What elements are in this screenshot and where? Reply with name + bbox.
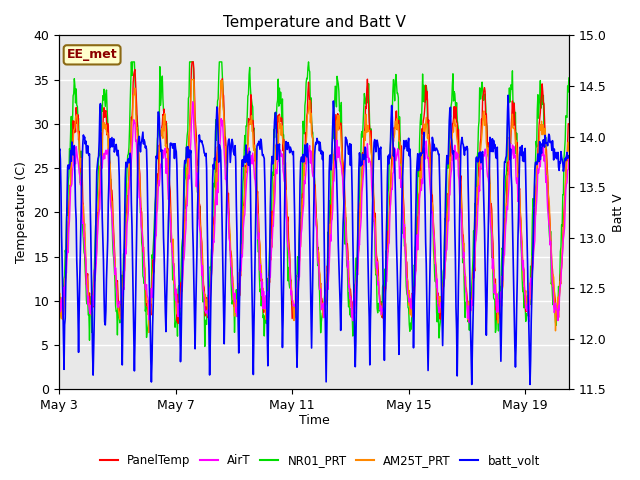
X-axis label: Time: Time <box>299 414 330 427</box>
Y-axis label: Batt V: Batt V <box>612 193 625 232</box>
Legend: PanelTemp, AirT, NR01_PRT, AM25T_PRT, batt_volt: PanelTemp, AirT, NR01_PRT, AM25T_PRT, ba… <box>95 449 545 472</box>
Title: Temperature and Batt V: Temperature and Batt V <box>223 15 405 30</box>
Y-axis label: Temperature (C): Temperature (C) <box>15 161 28 264</box>
Text: EE_met: EE_met <box>67 48 117 61</box>
